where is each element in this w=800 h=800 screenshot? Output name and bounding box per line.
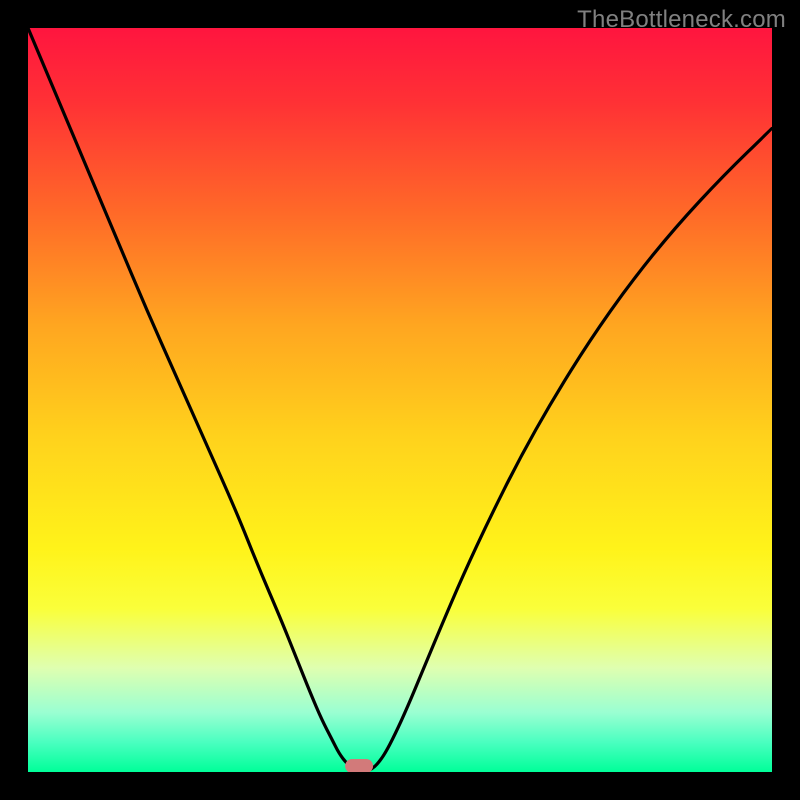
minimum-marker (345, 759, 373, 772)
bottleneck-chart (28, 28, 772, 772)
chart-background (28, 28, 772, 772)
chart-frame: TheBottleneck.com (0, 0, 800, 800)
watermark-text: TheBottleneck.com (577, 6, 786, 34)
